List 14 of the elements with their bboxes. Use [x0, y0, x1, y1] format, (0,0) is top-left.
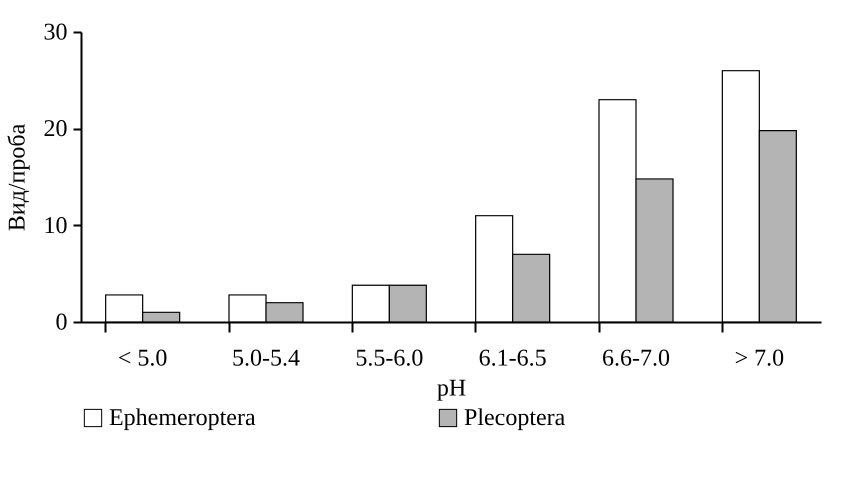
x-tick-label: 6.1-6.5 — [478, 346, 547, 372]
legend-label: Plecoptera — [464, 405, 566, 431]
x-axis-title: pH — [436, 376, 466, 402]
x-tick-label: 6.6-7.0 — [602, 346, 670, 372]
x-tick-label: < 5.0 — [118, 346, 168, 372]
y-tick-label: 30 — [44, 20, 68, 46]
y-tick-label: 20 — [44, 116, 68, 142]
legend-label: Ephemeroptera — [109, 405, 256, 431]
x-tick-label: > 7.0 — [734, 346, 784, 372]
y-tick-label: 0 — [56, 310, 68, 336]
y-axis-title: Вид/проба — [4, 123, 30, 232]
x-tick-label: 5.5-6.0 — [355, 346, 424, 372]
y-tick-label: 10 — [44, 212, 68, 239]
x-tick-label: 5.0-5.4 — [232, 346, 300, 372]
